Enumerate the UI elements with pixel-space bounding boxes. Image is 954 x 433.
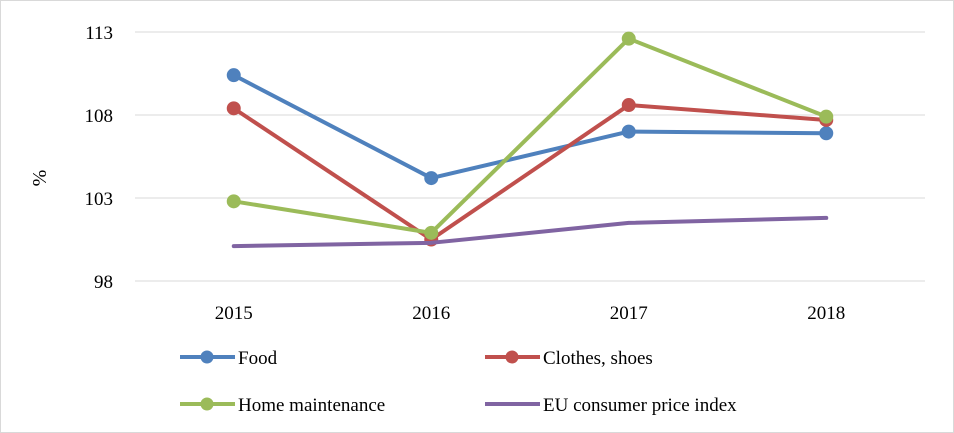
data-point: [621, 31, 636, 46]
legend-item: EU consumer price index: [485, 395, 737, 416]
x-tick-label: 2016: [412, 303, 450, 324]
y-axis-title: %: [29, 170, 51, 187]
legend-item: Food: [180, 348, 278, 369]
legend-label: EU consumer price index: [543, 395, 737, 416]
x-tick-label: 2015: [215, 303, 253, 324]
data-point: [226, 68, 241, 83]
x-tick-label: 2017: [610, 303, 648, 324]
y-tick-label: 113: [85, 23, 113, 44]
legend-item: Clothes, shoes: [485, 348, 653, 369]
series-layer: [226, 31, 834, 249]
legend-label: Home maintenance: [238, 395, 385, 416]
series-line: [231, 73, 829, 181]
data-point: [424, 171, 439, 186]
legend-swatch-marker: [505, 350, 519, 364]
data-point: [226, 101, 241, 116]
data-point: [819, 109, 834, 124]
data-point: [621, 124, 636, 139]
series-line: [231, 103, 829, 242]
series-line: [231, 36, 829, 235]
legend-label: Clothes, shoes: [543, 348, 653, 369]
y-tick-label: 108: [85, 106, 114, 127]
y-tick-label: 98: [94, 272, 113, 293]
data-point: [226, 194, 241, 209]
series-3: [231, 215, 829, 249]
data-point: [424, 225, 439, 240]
legend-swatch-marker: [200, 397, 214, 411]
series-2: [226, 31, 834, 240]
x-tick-label: 2018: [807, 303, 845, 324]
y-tick-label: 103: [85, 189, 114, 210]
x-axis-ticks: 2015 2016 2017 2018: [215, 303, 846, 324]
y-axis-ticks: 98 103 108 113: [85, 23, 114, 293]
legend: Food Clothes, shoes Home maintenance EU con…: [180, 348, 737, 416]
series-0: [226, 68, 834, 186]
gridlines: [135, 31, 925, 199]
legend-swatch-marker: [200, 350, 214, 364]
data-point: [621, 98, 636, 113]
data-point: [819, 126, 834, 141]
legend-label: Food: [238, 348, 278, 369]
series-line: [231, 215, 829, 249]
legend-item: Home maintenance: [180, 395, 385, 416]
